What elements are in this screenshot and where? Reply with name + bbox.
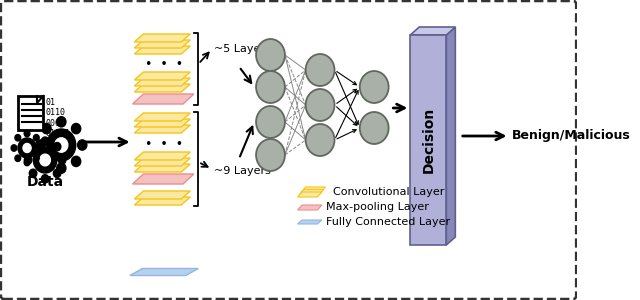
- Circle shape: [77, 140, 87, 150]
- Circle shape: [53, 142, 61, 151]
- Text: Fully Connected Layer: Fully Connected Layer: [326, 217, 451, 227]
- Polygon shape: [134, 158, 190, 166]
- Circle shape: [36, 140, 45, 150]
- Circle shape: [256, 106, 285, 138]
- Polygon shape: [134, 119, 190, 127]
- Text: Decision: Decision: [421, 107, 435, 173]
- Circle shape: [24, 159, 30, 166]
- Text: Benign/Malicious: Benign/Malicious: [512, 130, 631, 142]
- Polygon shape: [134, 84, 190, 92]
- Circle shape: [23, 143, 31, 152]
- Circle shape: [256, 39, 285, 71]
- Polygon shape: [134, 191, 190, 199]
- Circle shape: [306, 124, 335, 156]
- Circle shape: [256, 71, 285, 103]
- Circle shape: [306, 89, 335, 121]
- Circle shape: [37, 145, 43, 151]
- Polygon shape: [300, 190, 324, 194]
- Polygon shape: [134, 34, 190, 42]
- Polygon shape: [134, 152, 190, 160]
- Text: ~5 Layers: ~5 Layers: [214, 44, 271, 54]
- Circle shape: [29, 142, 37, 151]
- FancyBboxPatch shape: [18, 96, 44, 130]
- Circle shape: [58, 156, 66, 164]
- Circle shape: [306, 54, 335, 86]
- Polygon shape: [134, 46, 190, 54]
- Circle shape: [42, 156, 51, 167]
- Circle shape: [47, 129, 76, 161]
- Text: 01
0110
0001
01101: 01 0110 0001 01101: [46, 98, 71, 138]
- Text: Data: Data: [26, 175, 63, 189]
- Circle shape: [24, 130, 30, 137]
- Circle shape: [29, 169, 37, 178]
- Circle shape: [11, 145, 17, 151]
- Polygon shape: [134, 164, 190, 172]
- Circle shape: [360, 71, 388, 103]
- Circle shape: [42, 137, 49, 145]
- Circle shape: [55, 138, 68, 152]
- Circle shape: [33, 147, 57, 173]
- Polygon shape: [134, 125, 190, 133]
- Polygon shape: [410, 27, 455, 35]
- Circle shape: [40, 154, 51, 166]
- Text: ~9 Layers: ~9 Layers: [214, 166, 271, 176]
- Polygon shape: [298, 192, 322, 197]
- Polygon shape: [132, 174, 194, 184]
- Polygon shape: [134, 113, 190, 121]
- Polygon shape: [130, 268, 198, 275]
- Circle shape: [42, 175, 49, 183]
- Circle shape: [18, 138, 36, 158]
- Circle shape: [24, 156, 32, 164]
- Polygon shape: [446, 27, 455, 245]
- Circle shape: [57, 163, 66, 173]
- Polygon shape: [132, 94, 194, 104]
- Text: •  •  •: • • •: [145, 58, 183, 70]
- Polygon shape: [298, 220, 322, 224]
- Circle shape: [42, 124, 51, 134]
- Text: Max-pooling Layer: Max-pooling Layer: [326, 202, 429, 212]
- Circle shape: [360, 112, 388, 144]
- Circle shape: [72, 124, 81, 134]
- Polygon shape: [134, 72, 190, 80]
- Text: •  •  •: • • •: [145, 137, 183, 151]
- Circle shape: [53, 169, 61, 178]
- Circle shape: [57, 117, 66, 127]
- Circle shape: [15, 155, 20, 161]
- Text: Convolutional Layer: Convolutional Layer: [333, 187, 444, 197]
- Circle shape: [256, 139, 285, 171]
- Polygon shape: [134, 78, 190, 86]
- Circle shape: [15, 134, 20, 141]
- Circle shape: [33, 155, 39, 161]
- Circle shape: [33, 134, 39, 141]
- Polygon shape: [134, 40, 190, 48]
- Polygon shape: [301, 187, 326, 192]
- FancyBboxPatch shape: [410, 35, 446, 245]
- Circle shape: [72, 156, 81, 167]
- Polygon shape: [298, 205, 322, 210]
- Polygon shape: [134, 197, 190, 205]
